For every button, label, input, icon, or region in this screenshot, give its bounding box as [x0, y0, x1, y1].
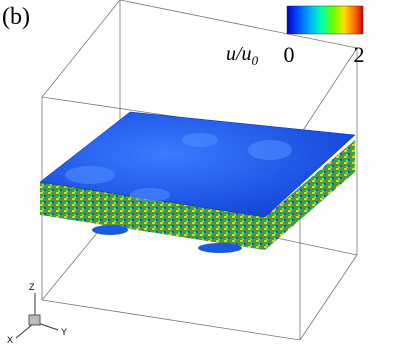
- colorbar-label-sub: 0: [252, 53, 259, 68]
- fluid-slab: [39, 111, 356, 253]
- axis-z: Z: [29, 282, 35, 292]
- axis-y: Y: [61, 327, 67, 337]
- colorbar: [286, 5, 364, 35]
- colorbar-label: u/u0: [226, 43, 259, 68]
- axis-x: X: [7, 335, 13, 345]
- slab-front: [40, 182, 265, 250]
- colorbar-label-text: u/u: [226, 43, 252, 65]
- colorbar-tick: 2: [354, 42, 365, 67]
- slab-right: [265, 140, 355, 250]
- slab-top: [39, 111, 356, 218]
- colorbar-tick: 0: [284, 42, 295, 67]
- panel-label: (b): [2, 4, 30, 30]
- axes-triad: Z X Y: [7, 282, 67, 345]
